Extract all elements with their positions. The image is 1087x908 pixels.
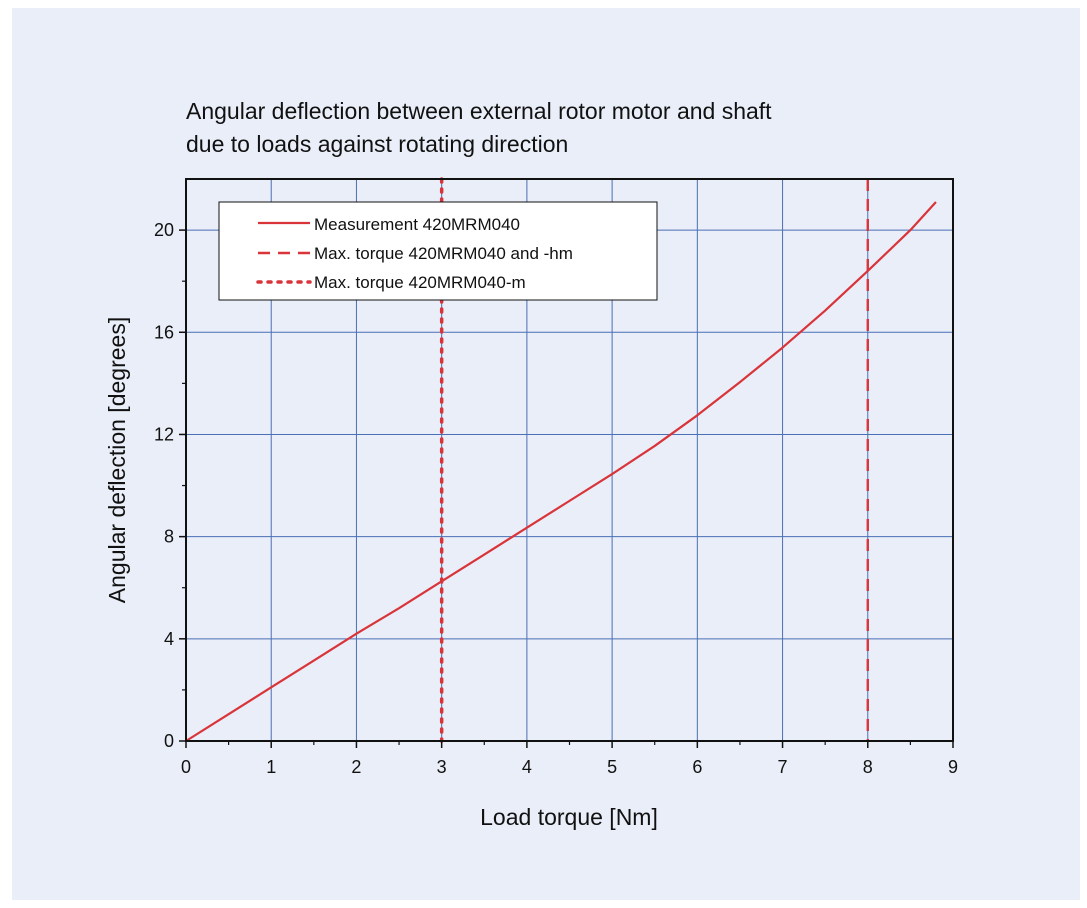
y-tick-label: 4 [164, 629, 174, 649]
y-tick-label: 12 [154, 424, 174, 444]
chart-panel: Angular deflection between external roto… [12, 8, 1080, 900]
legend-label-max-torque-hm: Max. torque 420MRM040 and -hm [314, 244, 573, 263]
x-tick-label: 8 [863, 757, 873, 777]
x-tick-label: 1 [266, 757, 276, 777]
x-tick-label: 5 [607, 757, 617, 777]
x-tick-label: 6 [692, 757, 702, 777]
chart-title-line-2: due to loads against rotating direction [186, 131, 568, 157]
x-tick-label: 7 [778, 757, 788, 777]
y-tick-label: 20 [154, 220, 174, 240]
series-group [185, 201, 937, 742]
x-axis-label: Load torque [Nm] [480, 804, 658, 830]
x-tick-label: 9 [948, 757, 958, 777]
legend: Measurement 420MRM040 Max. torque 420MRM… [218, 201, 658, 301]
legend-box [218, 201, 658, 301]
series-line [185, 201, 937, 742]
x-tick-label: 2 [351, 757, 361, 777]
y-tick-label: 16 [154, 322, 174, 342]
x-tick-label: 0 [181, 757, 191, 777]
chart-title-line-1: Angular deflection between external roto… [186, 98, 772, 124]
legend-label-max-torque-m: Max. torque 420MRM040-m [314, 273, 526, 292]
x-tick-label: 4 [522, 757, 532, 777]
y-axis-label: Angular deflection [degrees] [104, 317, 130, 603]
chart: Angular deflection between external roto… [104, 98, 958, 830]
y-tick-label: 8 [164, 527, 174, 547]
legend-label-measurement: Measurement 420MRM040 [314, 215, 520, 234]
y-tick-label: 0 [164, 731, 174, 751]
x-tick-label: 3 [437, 757, 447, 777]
